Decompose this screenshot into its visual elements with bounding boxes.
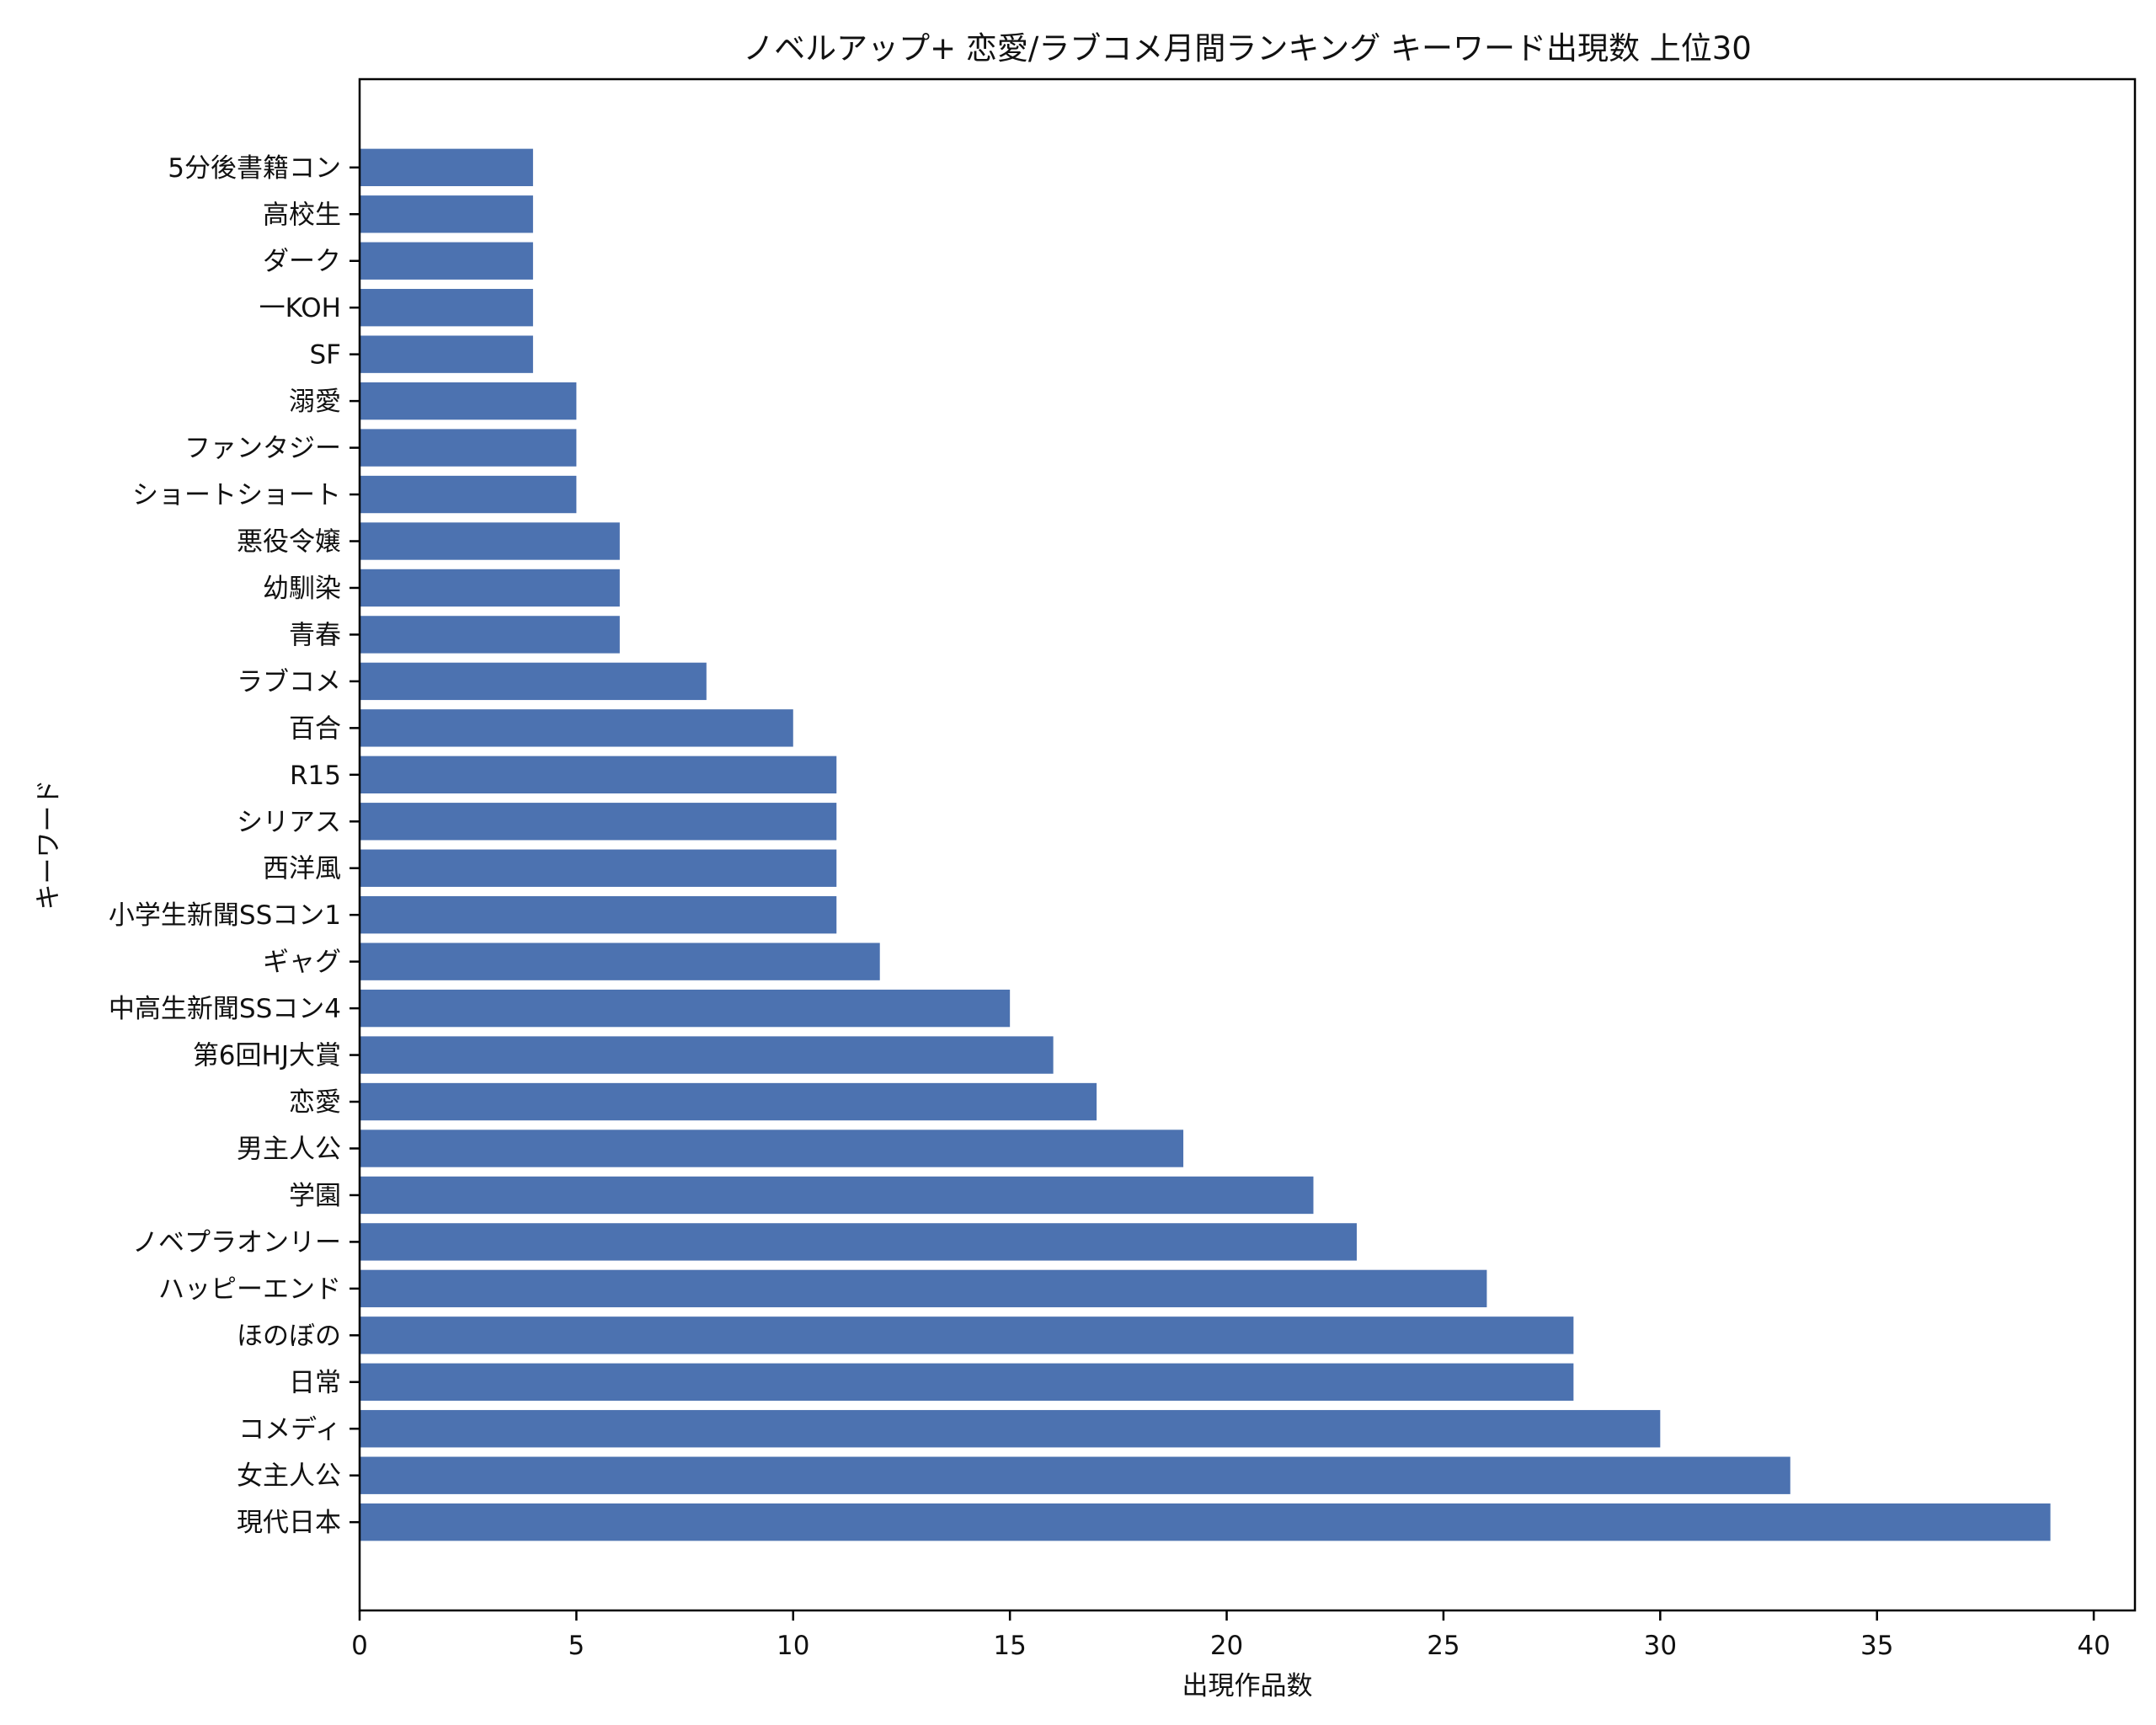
x-tick-label: 35 [1860,1631,1893,1661]
bar [360,943,880,980]
y-tick-label: ダーク [263,247,341,277]
y-tick-label: 中高生新聞SSコン4 [109,994,341,1024]
y-tick-label: R15 [290,761,341,791]
y-tick-label: ショートショート [132,480,341,510]
x-tick-label: 5 [568,1631,585,1661]
y-tick-label: 悪役令嬢 [237,527,341,558]
bar [360,1130,1184,1167]
bar [360,1410,1661,1448]
x-tick-label: 0 [351,1631,368,1661]
y-tick-label: 一KOH [259,293,341,323]
bar [360,242,533,280]
bar [360,429,577,467]
y-tick-label: 高校生 [263,200,341,230]
x-tick-label: 20 [1210,1631,1243,1661]
y-tick-label: シリアス [237,807,341,837]
y-axis-ticks: 現代日本 女主人公 コメディ 日常 ほのぼの ハッピーエンド ノベプラオンリー 学園 男主人公 恋… [109,153,360,1538]
bar [360,1082,1097,1121]
bar [360,1176,1314,1215]
bar [360,1316,1574,1354]
x-tick-label: 30 [1644,1631,1677,1661]
bar [360,195,533,233]
y-tick-label: 西洋風 [263,854,341,884]
chart-title: ノベルアップ+ 恋愛/ラブコメ月間ランキング キーワード出現数 上位30 [743,30,1752,67]
y-tick-label: ラブコメ [237,667,341,697]
bar [360,849,837,887]
x-tick-label: 40 [2077,1631,2110,1661]
bar [360,148,533,187]
y-axis-label: キーワード [34,780,64,911]
x-tick-label: 15 [993,1631,1026,1661]
y-tick-label: 学園 [289,1181,341,1211]
bar [360,989,1011,1028]
bar [360,709,793,747]
y-tick-label: 日常 [289,1368,341,1398]
bars-group [360,148,2051,1541]
y-tick-label: 小学生新聞SSコン1 [109,900,341,931]
axes-frame [358,77,2137,1612]
bar [360,1456,1790,1494]
bar [360,756,837,793]
x-axis-label: 出現作品数 [1182,1671,1313,1701]
y-tick-label: 女主人公 [237,1461,341,1492]
x-tick-label: 25 [1427,1631,1460,1661]
bar [360,569,620,607]
bar [360,896,837,934]
y-tick-label: ノベプラオンリー [132,1227,341,1258]
y-tick-label: ギャグ [263,948,341,978]
bar [360,522,620,560]
bar [360,1269,1487,1308]
bar [360,382,577,420]
bar [360,1223,1357,1261]
y-tick-label: 百合 [289,713,341,744]
y-tick-label: 5分後書籍コン [168,153,341,184]
y-tick-label: 恋愛 [289,1087,341,1118]
y-tick-label: 第6回HJ大賞 [193,1041,341,1071]
bar [360,1363,1574,1401]
x-axis-ticks: 0 5 10 15 20 25 30 35 40 [351,1610,2111,1661]
bar [360,335,533,373]
bar [360,475,577,514]
y-tick-label: 男主人公 [237,1134,341,1164]
x-tick-label: 10 [776,1631,809,1661]
bar [360,1036,1054,1074]
y-tick-label: ファンタジー [184,434,341,464]
y-tick-label: ほのぼの [237,1321,341,1351]
y-tick-label: コメディ [238,1414,341,1445]
y-tick-label: 現代日本 [237,1508,341,1538]
bar [360,616,620,654]
y-tick-label: SF [309,340,341,371]
bar [360,662,707,701]
bar [360,289,533,327]
y-tick-label: 幼馴染 [263,574,341,604]
y-tick-label: 溺愛 [289,387,341,417]
y-tick-label: ハッピーエンド [158,1274,341,1305]
y-tick-label: 青春 [289,620,341,650]
bar [360,1503,2051,1541]
bar [360,803,837,841]
